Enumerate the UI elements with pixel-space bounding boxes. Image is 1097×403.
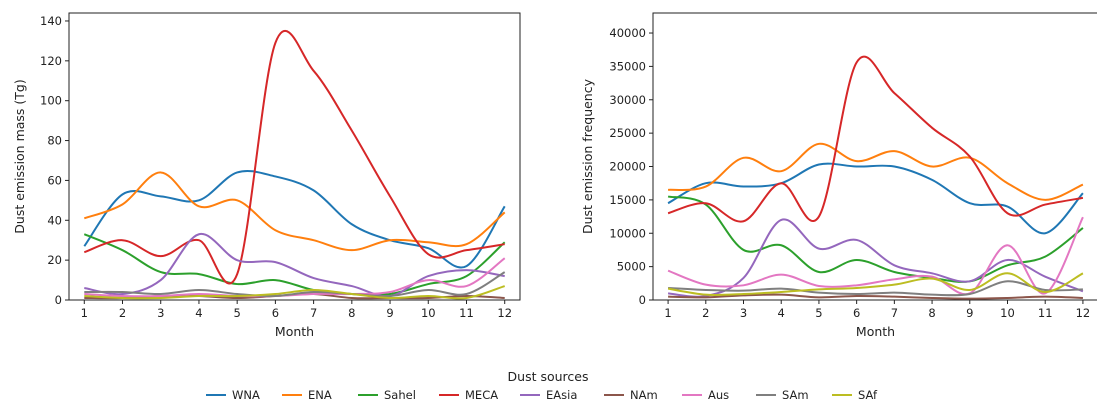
x-tick-label: 3 <box>157 306 164 320</box>
x-axis-label: Month <box>856 324 895 339</box>
plot-frame <box>68 12 521 301</box>
series-line-aus <box>667 216 1084 296</box>
y-tick-label: 140 <box>40 14 62 28</box>
series-line-easia <box>84 233 505 298</box>
y-tick-label: 100 <box>40 94 62 108</box>
series-group <box>83 29 506 300</box>
legend-item-sam: SAm <box>756 388 809 402</box>
legend-label: Sahel <box>384 388 416 402</box>
left-chart-panel: 1 2 3 4 5 6 7 8 9 10 11 12020406080100120140MonthDu… <box>12 12 521 339</box>
x-tick-label: 7 <box>891 306 898 320</box>
legend-item-meca: MECA <box>439 388 498 402</box>
x-tick-label: 12 <box>497 306 512 320</box>
y-tick-label: 0 <box>639 293 646 307</box>
x-tick-label: 5 <box>234 306 241 320</box>
x-tick-label: 10 <box>421 306 436 320</box>
x-tick-label: 11 <box>1038 306 1053 320</box>
y-axis-label: Dust emission frequency <box>580 78 595 234</box>
y-tick-label: 40000 <box>609 26 646 40</box>
y-tick-label: 35000 <box>609 59 646 73</box>
series-line-wna <box>83 169 506 269</box>
legend-label: WNA <box>232 388 260 402</box>
legend-label: SAf <box>858 388 878 402</box>
legend: Dust sources WNA ENA Sahel MECA EAsia NAm Aus S… <box>206 369 878 402</box>
y-tick-label: 0 <box>55 293 62 307</box>
x-tick-label: 10 <box>1000 306 1015 320</box>
x-tick-label: 7 <box>310 306 317 320</box>
series-line-meca <box>83 29 505 285</box>
legend-label: NAm <box>630 388 658 402</box>
x-tick-label: 6 <box>272 306 279 320</box>
legend-item-saf: SAf <box>832 388 878 402</box>
x-tick-label: 4 <box>778 306 785 320</box>
x-tick-label: 8 <box>928 306 935 320</box>
legend-item-sahel: Sahel <box>358 388 416 402</box>
x-tick-label: 11 <box>459 306 474 320</box>
y-tick-label: 120 <box>40 54 62 68</box>
y-tick-label: 25000 <box>609 126 646 140</box>
x-tick-label: 5 <box>815 306 822 320</box>
legend-item-nam: NAm <box>604 388 658 402</box>
series-line-easia <box>667 218 1084 298</box>
y-tick-label: 30000 <box>609 93 646 107</box>
y-tick-label: 60 <box>47 173 62 187</box>
legend-item-easia: EAsia <box>520 388 577 402</box>
right-chart-panel: 1 2 3 4 5 6 7 8 9 10 11 120500010000150002000025000… <box>580 12 1097 339</box>
legend-label: SAm <box>782 388 809 402</box>
x-tick-label: 8 <box>348 306 355 320</box>
y-tick-label: 40 <box>47 213 62 227</box>
legend-label: Aus <box>708 388 729 402</box>
legend-title: Dust sources <box>508 369 589 384</box>
legend-item-aus: Aus <box>682 388 729 402</box>
legend-label: EAsia <box>546 388 577 402</box>
series-line-sahel <box>83 233 506 296</box>
y-tick-label: 20000 <box>609 160 646 174</box>
series-line-ena <box>667 142 1084 201</box>
y-tick-label: 15000 <box>609 193 646 207</box>
x-tick-label: 1 <box>81 306 88 320</box>
x-axis-label: Month <box>275 324 314 339</box>
plot-frame <box>652 12 1097 301</box>
legend-item-wna: WNA <box>206 388 260 402</box>
x-tick-label: 2 <box>702 306 709 320</box>
series-group <box>667 55 1084 300</box>
y-tick-label: 20 <box>47 253 62 267</box>
legend-label: MECA <box>465 388 498 402</box>
x-tick-label: 9 <box>386 306 393 320</box>
series-line-meca <box>667 55 1084 223</box>
x-tick-label: 6 <box>853 306 860 320</box>
series-line-sahel <box>667 195 1084 283</box>
y-axis-label: Dust emission mass (Tg) <box>12 79 27 233</box>
x-tick-label: 2 <box>119 306 126 320</box>
series-line-aus <box>84 257 506 298</box>
series-line-sam <box>668 280 1083 297</box>
series-line-nam <box>668 293 1083 300</box>
y-tick-label: 10000 <box>609 226 646 240</box>
legend-item-ena: ENA <box>282 388 332 402</box>
y-tick-label: 5000 <box>617 260 646 274</box>
x-tick-label: 12 <box>1076 306 1091 320</box>
y-tick-label: 80 <box>47 134 62 148</box>
series-line-ena <box>83 171 506 252</box>
series-line-sam <box>84 271 506 298</box>
series-line-saf <box>84 285 506 300</box>
x-tick-label: 9 <box>966 306 973 320</box>
series-line-wna <box>667 162 1084 235</box>
x-tick-label: 3 <box>740 306 747 320</box>
x-tick-label: 4 <box>195 306 202 320</box>
series-line-saf <box>667 272 1084 296</box>
legend-label: ENA <box>308 388 332 402</box>
x-tick-label: 1 <box>664 306 671 320</box>
